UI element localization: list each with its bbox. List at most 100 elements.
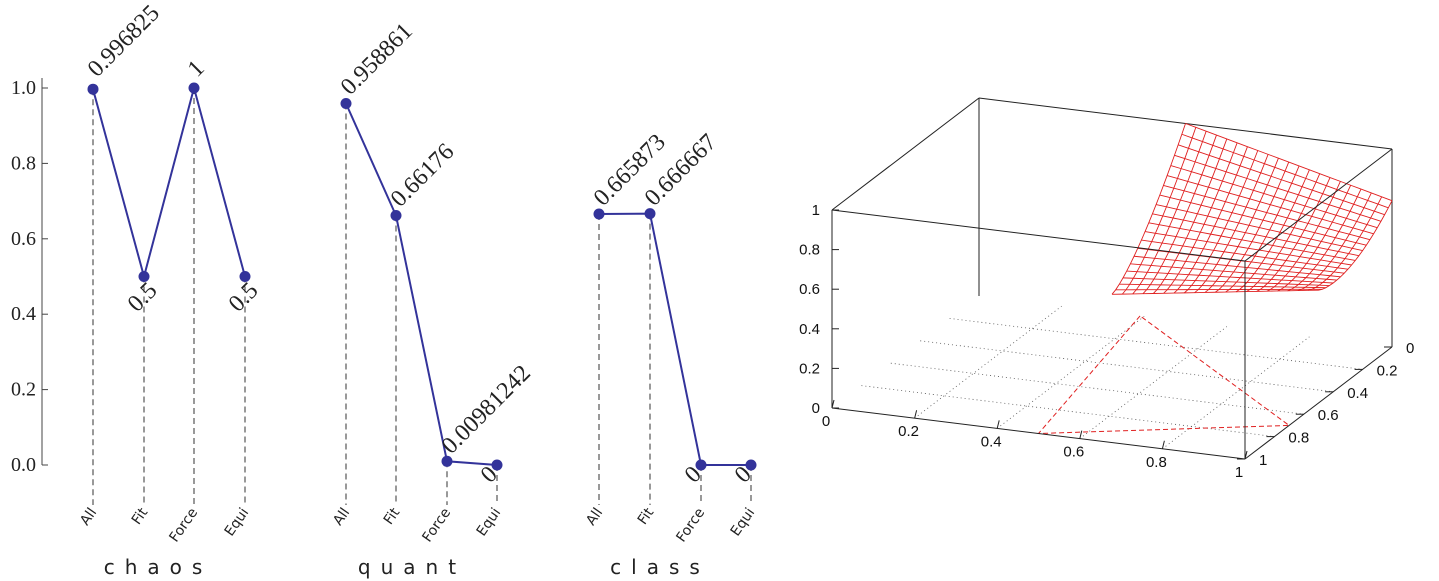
category-label: All (77, 505, 100, 528)
surface-line (1214, 161, 1290, 293)
chaos-series-line (92, 84, 246, 281)
box-edge (831, 209, 1246, 262)
y-tick-label: 0.2 (11, 379, 36, 401)
surface-line (1185, 123, 1393, 202)
surface-line (1245, 173, 1321, 292)
x-tick-mark (1161, 440, 1165, 449)
group-label: chaos (104, 555, 213, 579)
base-grid-line (890, 362, 1304, 415)
surface-line (1256, 177, 1331, 292)
y-tick-label: 0.4 (1347, 385, 1368, 402)
x-tick-label: 0.2 (898, 423, 919, 440)
category-label: All (583, 505, 606, 528)
base-grid-line (949, 318, 1363, 370)
y-tick-label: 1 (1259, 452, 1267, 469)
x-tick-mark (1244, 450, 1248, 460)
surface-line (1308, 196, 1383, 291)
data-label: 0.66176 (386, 139, 460, 213)
surface-line (1163, 185, 1371, 241)
category-label: Force (166, 505, 201, 545)
category-label: Fit (381, 505, 404, 528)
category-label: All (330, 505, 353, 528)
class-series-line (598, 212, 751, 466)
category-label: Equi (474, 505, 505, 539)
y-tick-label: 0.6 (11, 228, 36, 250)
base-grid-line (914, 305, 1062, 419)
category-label: Equi (222, 505, 253, 539)
surface-line (1167, 175, 1374, 235)
data-point (441, 455, 453, 467)
data-point (745, 459, 757, 471)
surface-line (1132, 131, 1207, 295)
data-label: 0.00981242 (437, 360, 536, 459)
surface-mesh (1111, 123, 1393, 295)
box-edge (831, 407, 1246, 460)
data-point (138, 271, 150, 282)
z-tick-label: 0.6 (799, 281, 820, 298)
x-tick-label: 1 (1235, 464, 1243, 481)
surface-line (1181, 133, 1389, 209)
data-label: 0.958861 (336, 18, 418, 100)
data-point (491, 459, 503, 471)
data-label: 0.996825 (83, 0, 165, 82)
surface-line (1173, 146, 1248, 294)
x-tick-mark (1079, 430, 1083, 439)
category-label: Equi (728, 505, 759, 539)
surface-line (1148, 222, 1356, 261)
surface-line (1225, 165, 1300, 293)
category-label: Fit (635, 505, 658, 528)
x-tick-label: 0 (822, 413, 830, 430)
category-label: Force (419, 505, 454, 545)
x-tick-label: 0.8 (1146, 454, 1167, 471)
data-point (87, 83, 99, 95)
x-tick-label: 0.6 (1063, 444, 1084, 461)
surface-line (1183, 150, 1259, 294)
y-tick-label: 0.8 (11, 152, 36, 174)
surface-line (1174, 154, 1382, 222)
group-label: quant (358, 555, 466, 579)
surface-line (1152, 213, 1360, 257)
z-tick-label: 0.2 (799, 360, 820, 377)
z-tick-label: 0 (812, 400, 820, 417)
surface-line (1170, 165, 1378, 229)
x-tick-mark (914, 410, 918, 419)
y-tick-label: 0.2 (1377, 362, 1398, 379)
chaos-panel: 0.0 0.2 0.4 0.6 0.8 1.0 0.996825 0.5 1 0.5 All Fit F… (11, 0, 263, 579)
box-edge (831, 97, 980, 211)
z-tick-label: 0.4 (799, 321, 820, 338)
y-axis: 0.0 0.2 0.4 0.6 0.8 1.0 (11, 77, 48, 476)
x-tick-mark (996, 420, 1000, 429)
data-label: 0.5 (123, 278, 163, 318)
y-tick-label: 0.6 (1318, 407, 1339, 424)
data-point (239, 271, 251, 282)
base-grid-line (1162, 336, 1310, 450)
surface-panel: 0 0.2 0.4 0.6 0.8 1 0 0.2 0.4 0.6 0.8 1 0 0.2 0.4 0.6 0.… (799, 97, 1414, 481)
surface-line (1178, 144, 1385, 216)
surface-line (1266, 181, 1341, 292)
y-tick-label: 0.8 (1288, 430, 1309, 447)
y-tick-label: 1.0 (11, 77, 36, 99)
surface-line (1297, 192, 1372, 291)
surface-line (1287, 188, 1362, 292)
data-point (644, 208, 656, 220)
data-point (390, 210, 402, 222)
base-grid-line (861, 385, 1275, 437)
category-label: Fit (129, 505, 152, 528)
data-label: 0.5 (224, 278, 264, 318)
base-grid-line (920, 340, 1334, 393)
y-tick-label: 0 (1406, 340, 1414, 357)
box-edge (1244, 148, 1393, 262)
quant-series-line (345, 103, 498, 466)
surface-line (1156, 204, 1363, 252)
base-grid-line (1079, 326, 1228, 439)
data-label: 1 (183, 55, 210, 82)
y-tick-label: 0.0 (11, 454, 36, 476)
x-tick-mark (831, 399, 835, 409)
y-tick-label: 0.4 (11, 303, 36, 325)
base-grid-line (996, 316, 1145, 429)
surface-line (1235, 169, 1310, 293)
x-tick-label: 0.4 (981, 433, 1002, 450)
